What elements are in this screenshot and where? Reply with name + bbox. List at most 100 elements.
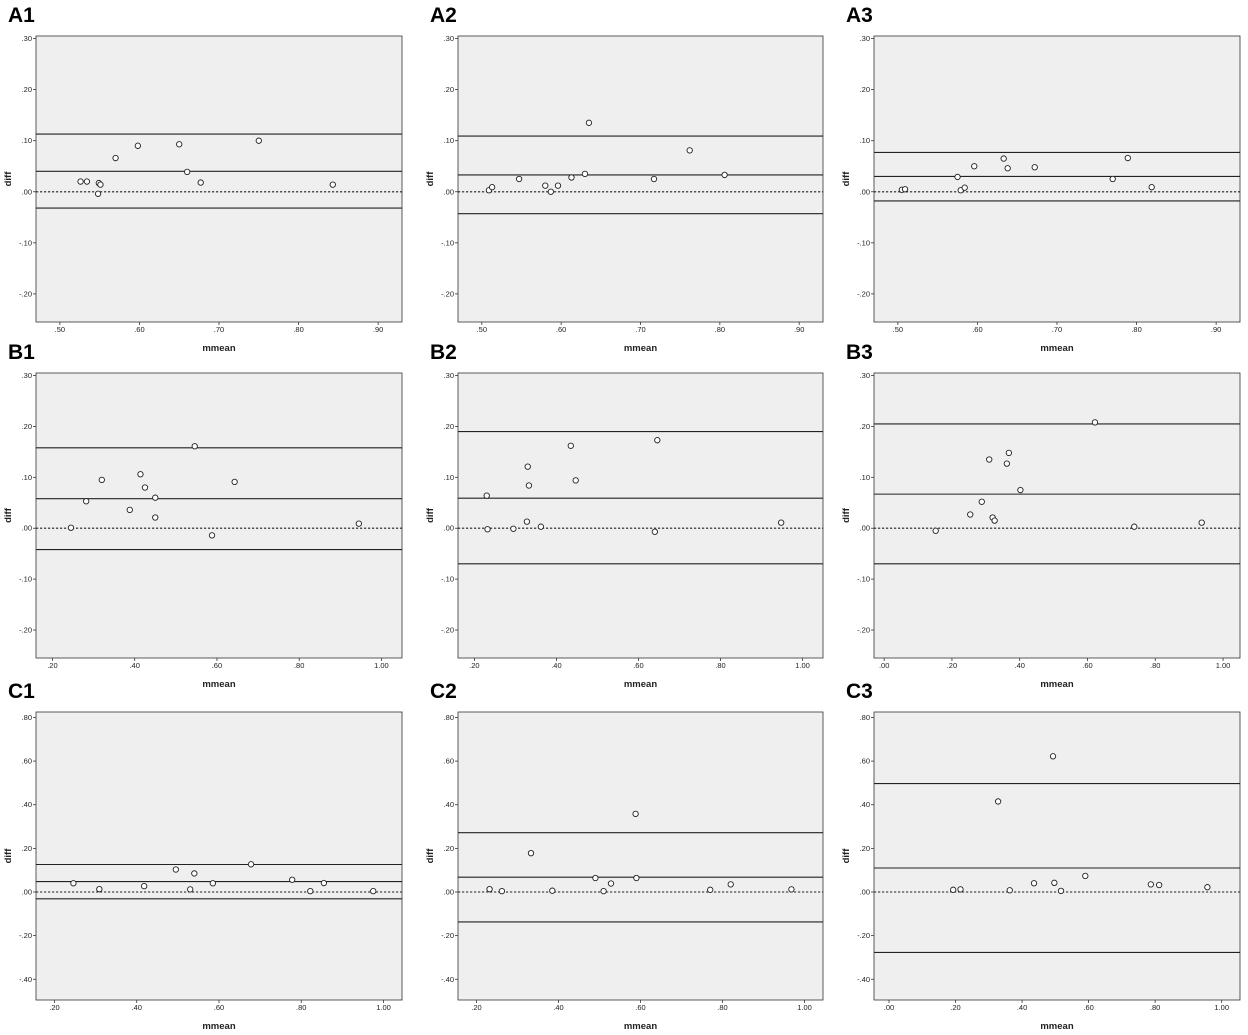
panel-b2: B2 -.20 -.10 .00 .10 .20 .30 .20 .40 .60 .80 1.00 mm… — [425, 341, 824, 690]
x-tick-label: .20 — [947, 661, 957, 670]
panel-a1: A1 -.20 -.10 .00 .10 .20 .30 .50 .60 .70 .80 .90 mme… — [3, 4, 403, 354]
data-point — [1148, 184, 1155, 191]
data-point — [978, 498, 985, 505]
data-point — [98, 476, 105, 484]
data-point — [633, 874, 640, 882]
y-tick-label: .00 — [22, 888, 32, 897]
data-point — [1004, 165, 1011, 172]
x-tick-label: .40 — [553, 1003, 563, 1012]
plot-area — [35, 711, 403, 1001]
data-point — [954, 173, 961, 181]
data-point — [187, 886, 194, 893]
x-tick-label: .70 — [214, 325, 224, 334]
y-tick-label: .30 — [22, 34, 32, 43]
data-point — [355, 520, 362, 527]
x-tick-label: .60 — [635, 1003, 645, 1012]
x-tick-label: .20 — [950, 1003, 960, 1012]
y-tick-label: .00 — [22, 524, 32, 533]
x-tick-label: .20 — [49, 1003, 59, 1012]
x-tick-label: .20 — [47, 661, 57, 670]
data-point — [141, 882, 148, 890]
x-tick-label: .80 — [1150, 661, 1160, 670]
data-point — [549, 887, 556, 894]
panel-label: C2 — [430, 680, 457, 703]
x-tick-label: .80 — [715, 661, 725, 670]
panel-a3: A3 -.20 -.10 .00 .10 .20 .30 .50 .60 .70 .80 .90 mme… — [841, 4, 1241, 354]
data-point — [488, 184, 496, 191]
x-tick-label: .40 — [1015, 661, 1025, 670]
data-point — [1147, 881, 1154, 888]
panel-b1: B1 -.20 -.10 .00 .10 .20 .30 .20 .40 .60 .80 1.00 mm… — [3, 341, 403, 690]
y-tick-label: .00 — [444, 888, 454, 897]
panel-b3: B3 -.20 -.10 .00 .10 .20 .30 .00 .20 .40 .60 .80 1.0… — [841, 341, 1241, 690]
data-point — [632, 810, 639, 818]
y-tick-label: .10 — [444, 473, 454, 482]
data-point — [581, 170, 589, 178]
x-tick-label: 1.00 — [1214, 1003, 1229, 1012]
data-point — [650, 175, 658, 183]
y-tick-label: .60 — [22, 757, 32, 766]
plot-area — [457, 711, 824, 1001]
x-axis-title: mmean — [202, 343, 235, 354]
data-point — [537, 523, 544, 530]
x-tick-label: .80 — [293, 325, 303, 334]
y-tick-label: .20 — [444, 85, 454, 94]
data-point — [523, 518, 531, 525]
plot-area — [873, 35, 1241, 323]
data-point — [991, 517, 998, 524]
plot-area — [457, 372, 824, 659]
data-point — [727, 881, 734, 888]
x-axis-title: mmean — [624, 343, 657, 354]
data-point — [525, 482, 533, 489]
panel-label: A1 — [8, 4, 35, 27]
data-point — [307, 887, 314, 895]
panel-label: C3 — [846, 680, 873, 703]
data-point — [568, 174, 575, 181]
y-tick-label: -.40 — [441, 975, 454, 984]
data-point — [289, 876, 296, 883]
x-axis-title: mmean — [1040, 343, 1073, 354]
data-point — [1155, 881, 1163, 889]
data-point — [1005, 449, 1013, 457]
data-point — [1031, 164, 1038, 171]
y-tick-label: -.40 — [857, 975, 870, 984]
x-axis-title: mmean — [624, 679, 657, 690]
x-tick-label: .60 — [1083, 1003, 1093, 1012]
data-point — [141, 484, 149, 491]
data-point — [592, 874, 599, 882]
data-point — [112, 154, 119, 162]
panel-c3: C3 -.40 -.20 .00 .20 .40 .60 .80 .00 .20 .40 .60 .80… — [841, 680, 1241, 1032]
data-point — [152, 494, 159, 501]
y-tick-label: -.20 — [857, 931, 870, 940]
x-tick-label: .60 — [972, 325, 982, 334]
data-point — [172, 866, 179, 873]
y-tick-label: .20 — [860, 422, 870, 431]
y-tick-label: .40 — [444, 800, 454, 809]
x-tick-label: .00 — [879, 661, 889, 670]
x-tick-label: .90 — [373, 325, 383, 334]
x-tick-label: .40 — [132, 1003, 142, 1012]
y-tick-label: -.10 — [857, 575, 870, 584]
data-point — [96, 886, 103, 893]
y-tick-label: -.10 — [857, 238, 870, 247]
panel-label: B3 — [846, 341, 873, 364]
data-point — [1082, 872, 1089, 880]
data-point — [231, 478, 238, 486]
data-point — [329, 181, 336, 188]
data-point — [483, 492, 490, 499]
y-tick-label: .20 — [22, 844, 32, 853]
y-tick-label: .10 — [444, 136, 454, 145]
x-tick-label: .90 — [794, 325, 804, 334]
data-point — [1000, 155, 1007, 162]
x-axis-title: mmean — [624, 1021, 657, 1032]
x-axis-title: mmean — [1040, 1021, 1073, 1032]
data-point — [67, 524, 75, 531]
y-tick-label: .30 — [22, 371, 32, 380]
y-tick-label: .60 — [444, 757, 454, 766]
data-point — [600, 887, 607, 895]
y-axis-title: diff — [3, 848, 14, 864]
y-axis-title: diff — [3, 171, 14, 187]
y-tick-label: .20 — [860, 85, 870, 94]
data-point — [1091, 419, 1099, 426]
data-point — [788, 886, 795, 893]
